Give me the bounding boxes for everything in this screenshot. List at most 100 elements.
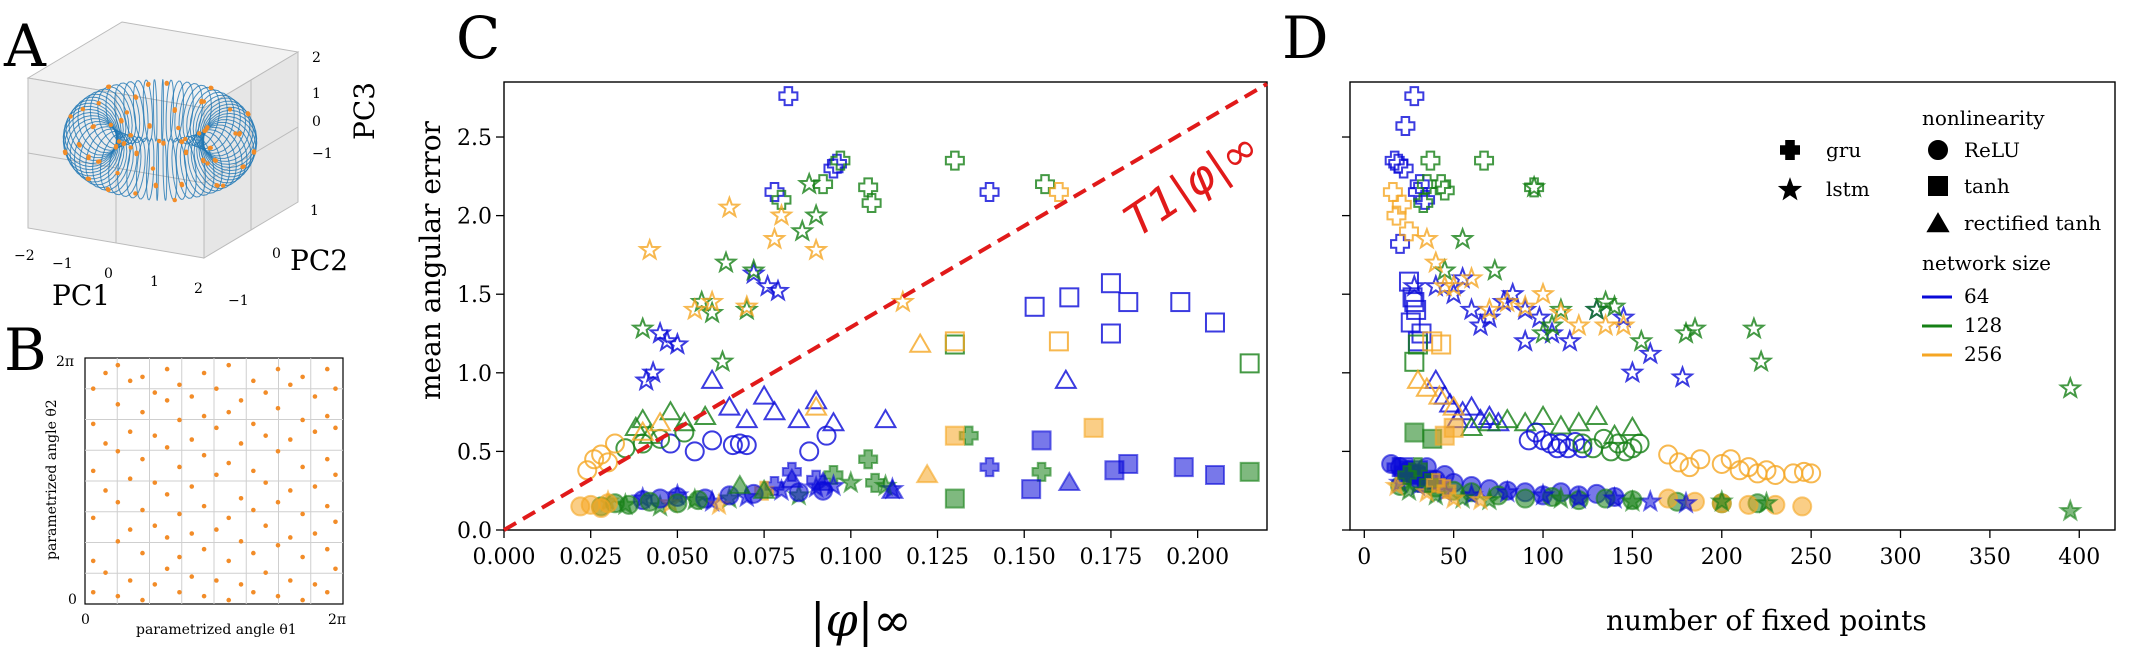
marker-lstm-open <box>741 257 766 281</box>
marker-gru-open <box>1404 86 1425 107</box>
marker-gru-open <box>1413 193 1434 214</box>
panel-a-x-tick: −1 <box>52 256 73 272</box>
marker-lstm-filled <box>1638 488 1663 513</box>
legend-gru: gru <box>1826 138 1861 162</box>
torus-ring <box>146 138 155 201</box>
marker-tanh-filled <box>944 425 965 446</box>
panel-b-y-tick: 0 <box>68 592 77 608</box>
marker-lstm-open <box>630 315 655 340</box>
x-tick-label: 400 <box>2058 545 2100 570</box>
marker-ReLU-filled <box>667 493 688 514</box>
marker-lstm-open <box>734 297 760 321</box>
panel-c-scatter: 0.000 0.025 0.050 0.075 0.100 0.125 0.150 0.175… <box>414 81 1269 647</box>
fixed-point-marker <box>226 409 232 415</box>
fixed-point-marker <box>333 519 338 525</box>
x-tick-label: 0.050 <box>646 545 709 570</box>
marker-gru-open <box>1048 182 1069 203</box>
x-tick-label: 0.150 <box>993 545 1056 570</box>
torus-point <box>179 181 184 187</box>
torus-point <box>200 157 206 162</box>
marker-rectified-tanh-open <box>821 411 846 432</box>
fixed-point-marker <box>275 405 281 411</box>
torus-point <box>116 139 122 144</box>
marker-tanh-filled <box>1031 430 1052 451</box>
panel-a-y-tick: −1 <box>228 293 249 309</box>
torus-ring <box>196 126 243 187</box>
torus-point <box>77 143 82 148</box>
marker-lstm-open <box>637 237 662 261</box>
marker-gru-open <box>1384 150 1405 171</box>
fixed-point-marker <box>152 390 158 395</box>
legend-tanh: tanh <box>1964 174 2010 198</box>
fixed-point-marker <box>312 531 318 536</box>
panel-a-z-tick: 0 <box>312 114 321 130</box>
marker-ReLU-filled <box>688 490 709 511</box>
fixed-point-marker <box>164 492 170 497</box>
torus-ring <box>189 89 228 150</box>
torus-ring <box>136 137 151 200</box>
fixed-point-marker <box>140 456 145 462</box>
panel-label-b: B <box>4 316 47 384</box>
marker-ReLU-open <box>799 441 820 462</box>
fixed-point-marker <box>263 480 268 485</box>
marker-gru-open <box>1386 205 1407 226</box>
panel-a-axes: −2 −1 0 1 2 PC1 −1 0 1 PC2 2 1 0 −1 PC3 <box>14 50 381 312</box>
torus-point <box>220 183 226 188</box>
marker-rectified-tanh-open <box>1620 415 1645 437</box>
marker-lstm-open <box>1482 257 1508 281</box>
fixed-point-marker <box>214 527 219 532</box>
fixed-point-marker <box>164 535 170 540</box>
torus-point <box>106 84 111 90</box>
torus-point <box>172 107 178 112</box>
fixed-point-marker <box>115 449 121 454</box>
marker-lstm-open <box>1593 312 1618 337</box>
fixed-point-marker <box>152 480 158 485</box>
fixed-point-marker <box>275 593 281 599</box>
fixed-point-marker <box>300 374 305 380</box>
torus-ring <box>192 91 235 152</box>
y-tick-label: 2.5 <box>457 126 492 151</box>
marker-gru-open <box>778 86 799 107</box>
torus-point <box>176 125 181 131</box>
fixed-point-marker <box>201 503 207 509</box>
legend-nonlinearity-title: nonlinearity <box>1922 106 2045 130</box>
torus-point <box>196 131 202 136</box>
panel-a-y-tick: 0 <box>272 246 281 262</box>
panel-b-y-tick: 2π <box>56 354 74 370</box>
marker-gru-open <box>944 150 965 171</box>
fixed-point-marker <box>288 488 293 493</box>
marker-rectified-tanh-open <box>1549 414 1573 435</box>
torus-point <box>214 182 219 188</box>
fixed-point-marker <box>275 366 281 372</box>
marker-ReLU-open <box>1801 463 1822 484</box>
marker-lstm-filled <box>1396 477 1422 502</box>
fixed-point-marker <box>238 582 244 587</box>
fixed-point-marker <box>90 589 96 595</box>
fixed-point-marker <box>300 597 305 603</box>
marker-ReLU-filled <box>1515 488 1536 509</box>
fixed-point-marker <box>312 429 318 435</box>
fixed-point-marker <box>140 597 145 603</box>
panel-b-grid <box>85 358 343 604</box>
torus-ring <box>77 93 124 154</box>
marker-rectified-tanh-open <box>735 408 759 429</box>
marker-ReLU-filled <box>1658 488 1679 509</box>
fixed-point-marker <box>164 566 170 572</box>
torus-ring <box>162 138 168 201</box>
fixed-point-marker <box>90 386 96 391</box>
marker-gru-filled <box>1031 461 1052 482</box>
marker-rectified-tanh-open <box>638 423 662 444</box>
fixed-point-marker <box>238 441 244 446</box>
torus-point <box>147 123 152 128</box>
marker-tanh-open <box>1398 271 1419 292</box>
marker-lstm-open <box>1459 296 1484 321</box>
marker-ReLU-open <box>1558 438 1579 459</box>
marker-lstm-open <box>1495 289 1520 313</box>
panel-a-x-tick: 0 <box>104 266 113 282</box>
marker-ReLU-filled <box>1792 496 1813 517</box>
marker-rectified-tanh-open <box>1513 411 1537 432</box>
marker-lstm-open <box>1530 281 1556 305</box>
fixed-point-marker <box>226 515 232 521</box>
torus-point <box>150 166 156 171</box>
fixed-point-marker <box>263 433 268 438</box>
